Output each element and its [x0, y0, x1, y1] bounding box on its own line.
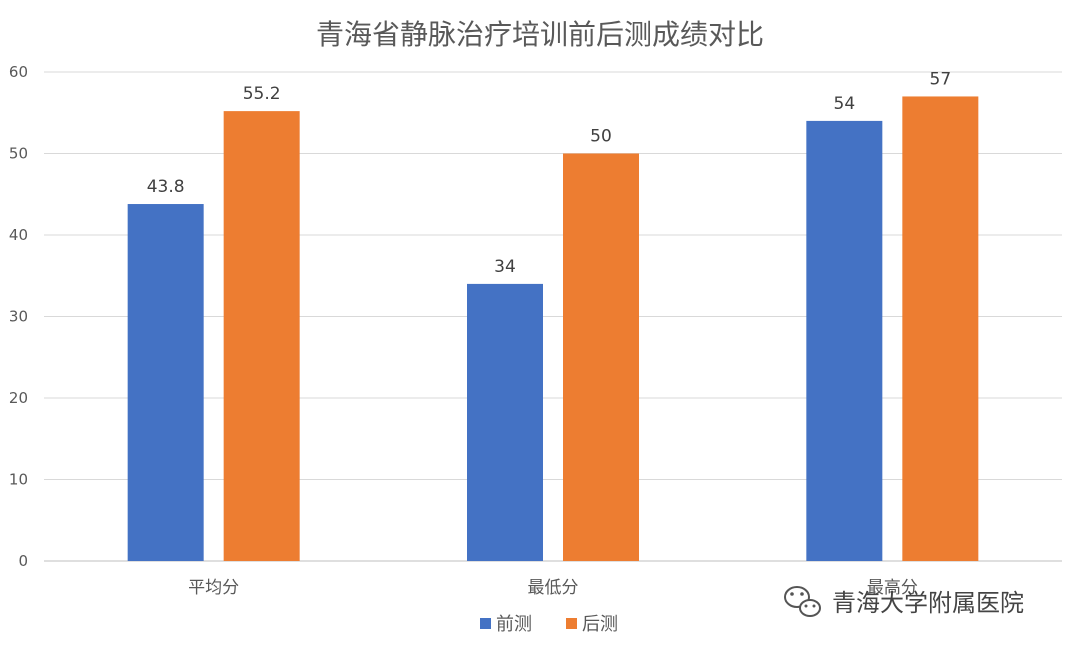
bar [127, 204, 204, 561]
bar [223, 111, 300, 562]
bar [467, 283, 543, 561]
legend-swatch [566, 618, 577, 629]
y-tick-label: 30 [9, 308, 28, 326]
bars [127, 96, 979, 562]
category-labels: 平均分 最低分 最高分 [188, 578, 918, 598]
data-labels: 43.8 55.2 34 50 54 57 [147, 69, 951, 276]
chart-title: 青海省静脉治疗培训前后测成绩对比 [316, 18, 764, 51]
legend: 前测 后测 [480, 614, 618, 635]
data-label: 54 [834, 94, 856, 114]
data-label: 57 [930, 69, 952, 89]
y-axis-ticks: 0 10 20 30 40 50 60 [9, 63, 28, 570]
data-label: 55.2 [243, 84, 281, 104]
watermark: 青海大学附属医院 [784, 586, 1024, 617]
bar [806, 120, 883, 562]
bar [902, 96, 979, 561]
bar [563, 153, 639, 561]
y-tick-label: 10 [9, 471, 28, 489]
gridlines [44, 71, 1062, 562]
legend-label: 前测 [496, 614, 532, 635]
wechat-icon [784, 586, 821, 617]
y-tick-label: 40 [9, 226, 28, 244]
x-category-label: 平均分 [188, 578, 239, 598]
data-label: 50 [590, 127, 612, 147]
x-category-label: 最低分 [528, 578, 579, 598]
legend-label: 后测 [582, 614, 618, 635]
y-tick-label: 50 [9, 145, 28, 163]
data-label: 43.8 [147, 177, 185, 197]
watermark-text: 青海大学附属医院 [832, 589, 1024, 617]
y-tick-label: 0 [18, 552, 28, 570]
legend-swatch [480, 618, 491, 629]
x-category-label: 最高分 [867, 578, 918, 598]
data-label: 34 [494, 257, 516, 277]
y-tick-label: 20 [9, 389, 28, 407]
y-tick-label: 60 [9, 63, 28, 81]
